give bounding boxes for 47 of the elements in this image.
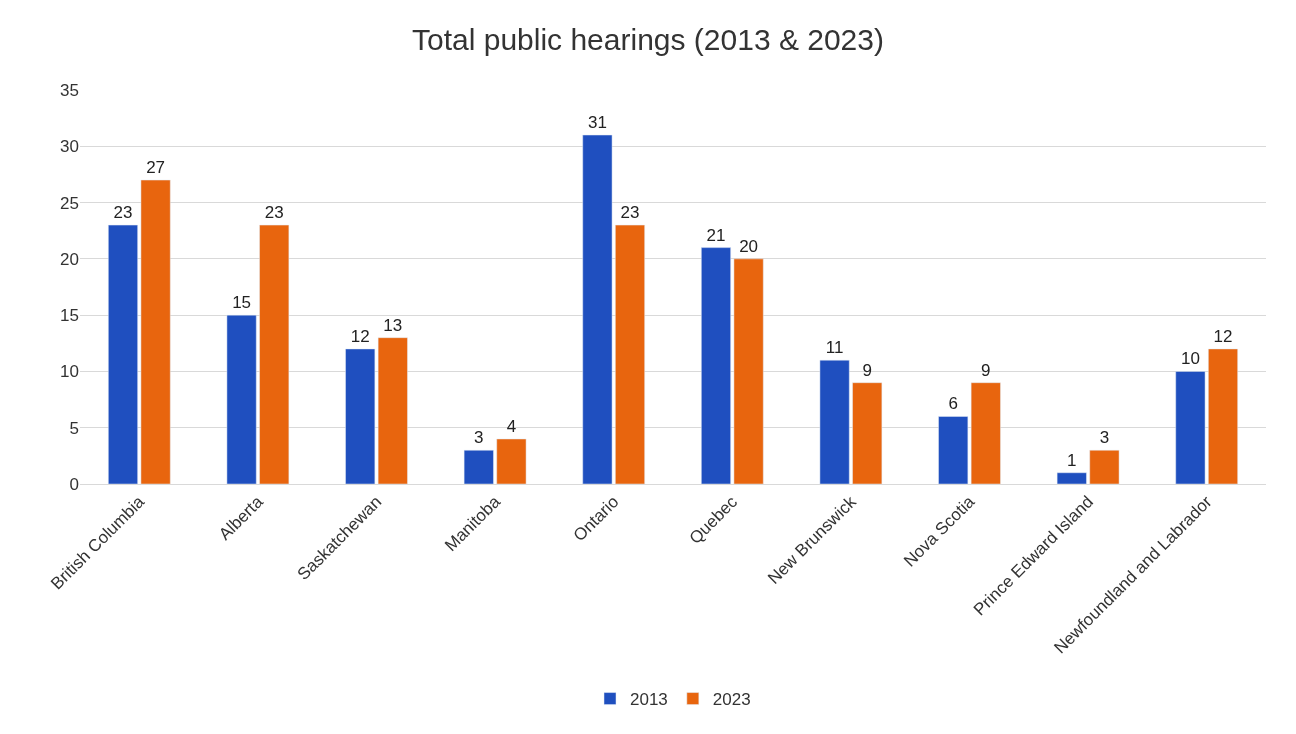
data-label: 15 xyxy=(232,293,252,313)
bar xyxy=(819,359,850,484)
chart-title: Total public hearings (2013 & 2023) xyxy=(412,23,884,57)
data-label: 3 xyxy=(474,428,484,448)
bar xyxy=(615,224,645,484)
data-label: 23 xyxy=(264,203,284,223)
bar xyxy=(1175,371,1206,484)
data-label: 20 xyxy=(739,236,759,256)
y-tick-label: 0 xyxy=(69,474,79,494)
data-label: 13 xyxy=(383,315,403,335)
bar xyxy=(259,224,290,484)
data-label: 10 xyxy=(1180,349,1200,369)
y-tick-label: 5 xyxy=(69,418,79,438)
y-tick-label: 25 xyxy=(60,193,79,213)
data-label: 31 xyxy=(587,113,607,133)
data-label: 9 xyxy=(862,360,872,380)
data-label: 4 xyxy=(506,416,517,436)
data-label: 23 xyxy=(113,203,133,223)
data-label: 6 xyxy=(948,394,958,414)
bar xyxy=(701,247,731,484)
bar xyxy=(108,224,138,484)
y-tick-label: 15 xyxy=(60,306,79,326)
bar xyxy=(140,179,171,484)
bar xyxy=(852,382,883,484)
y-tick-label: 35 xyxy=(60,80,79,100)
bar xyxy=(496,438,527,484)
data-label: 11 xyxy=(825,338,844,358)
bar xyxy=(1208,348,1238,484)
data-label: 21 xyxy=(706,225,726,245)
bar xyxy=(582,134,613,484)
y-tick-label: 10 xyxy=(60,362,79,382)
data-label: 1 xyxy=(1067,450,1077,470)
y-tick-label: 20 xyxy=(60,249,79,269)
bar xyxy=(1056,472,1087,484)
legend-label: 2023 xyxy=(712,690,751,710)
data-label: 23 xyxy=(620,203,640,223)
data-label: 9 xyxy=(981,360,991,380)
y-tick-label: 30 xyxy=(60,137,79,157)
legend-label: 2013 xyxy=(630,690,668,710)
bar xyxy=(463,449,494,484)
bar xyxy=(733,258,764,484)
data-label: 12 xyxy=(1213,326,1233,346)
data-label: 3 xyxy=(1099,428,1110,448)
bar xyxy=(1089,449,1120,484)
data-label: 12 xyxy=(350,326,370,346)
data-label: 27 xyxy=(146,158,166,178)
bar xyxy=(226,314,257,484)
